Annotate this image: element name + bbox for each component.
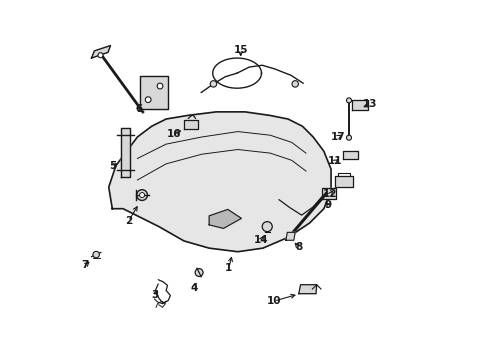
Circle shape bbox=[157, 83, 163, 89]
Circle shape bbox=[346, 135, 351, 140]
Circle shape bbox=[210, 81, 217, 87]
Polygon shape bbox=[122, 128, 129, 177]
Text: 11: 11 bbox=[328, 156, 343, 166]
Text: 7: 7 bbox=[82, 260, 89, 270]
Polygon shape bbox=[140, 76, 168, 109]
Text: 9: 9 bbox=[325, 200, 332, 210]
Text: 8: 8 bbox=[295, 242, 302, 252]
Text: 15: 15 bbox=[233, 45, 248, 55]
Circle shape bbox=[195, 269, 203, 276]
Circle shape bbox=[292, 81, 298, 87]
Polygon shape bbox=[299, 285, 317, 294]
Polygon shape bbox=[286, 232, 295, 240]
Circle shape bbox=[346, 98, 351, 103]
Text: 6: 6 bbox=[136, 104, 143, 114]
Circle shape bbox=[140, 193, 145, 198]
Text: 4: 4 bbox=[191, 283, 198, 293]
Circle shape bbox=[262, 222, 272, 231]
Circle shape bbox=[146, 97, 151, 103]
Polygon shape bbox=[92, 45, 111, 58]
Text: 5: 5 bbox=[109, 161, 117, 171]
Polygon shape bbox=[352, 100, 368, 110]
Text: 17: 17 bbox=[331, 132, 345, 142]
Text: 14: 14 bbox=[254, 235, 269, 245]
Polygon shape bbox=[209, 210, 242, 228]
Polygon shape bbox=[335, 176, 353, 187]
Text: 2: 2 bbox=[125, 216, 132, 226]
Text: 1: 1 bbox=[225, 263, 232, 273]
Circle shape bbox=[98, 53, 103, 58]
Text: 3: 3 bbox=[151, 291, 158, 301]
Polygon shape bbox=[322, 188, 336, 199]
Polygon shape bbox=[184, 120, 198, 129]
Text: 10: 10 bbox=[267, 296, 281, 306]
Circle shape bbox=[93, 251, 99, 258]
Text: 16: 16 bbox=[167, 129, 181, 139]
Circle shape bbox=[137, 190, 147, 201]
Text: 13: 13 bbox=[363, 99, 378, 109]
Text: 12: 12 bbox=[323, 189, 338, 199]
Polygon shape bbox=[109, 112, 331, 252]
Polygon shape bbox=[343, 150, 358, 159]
